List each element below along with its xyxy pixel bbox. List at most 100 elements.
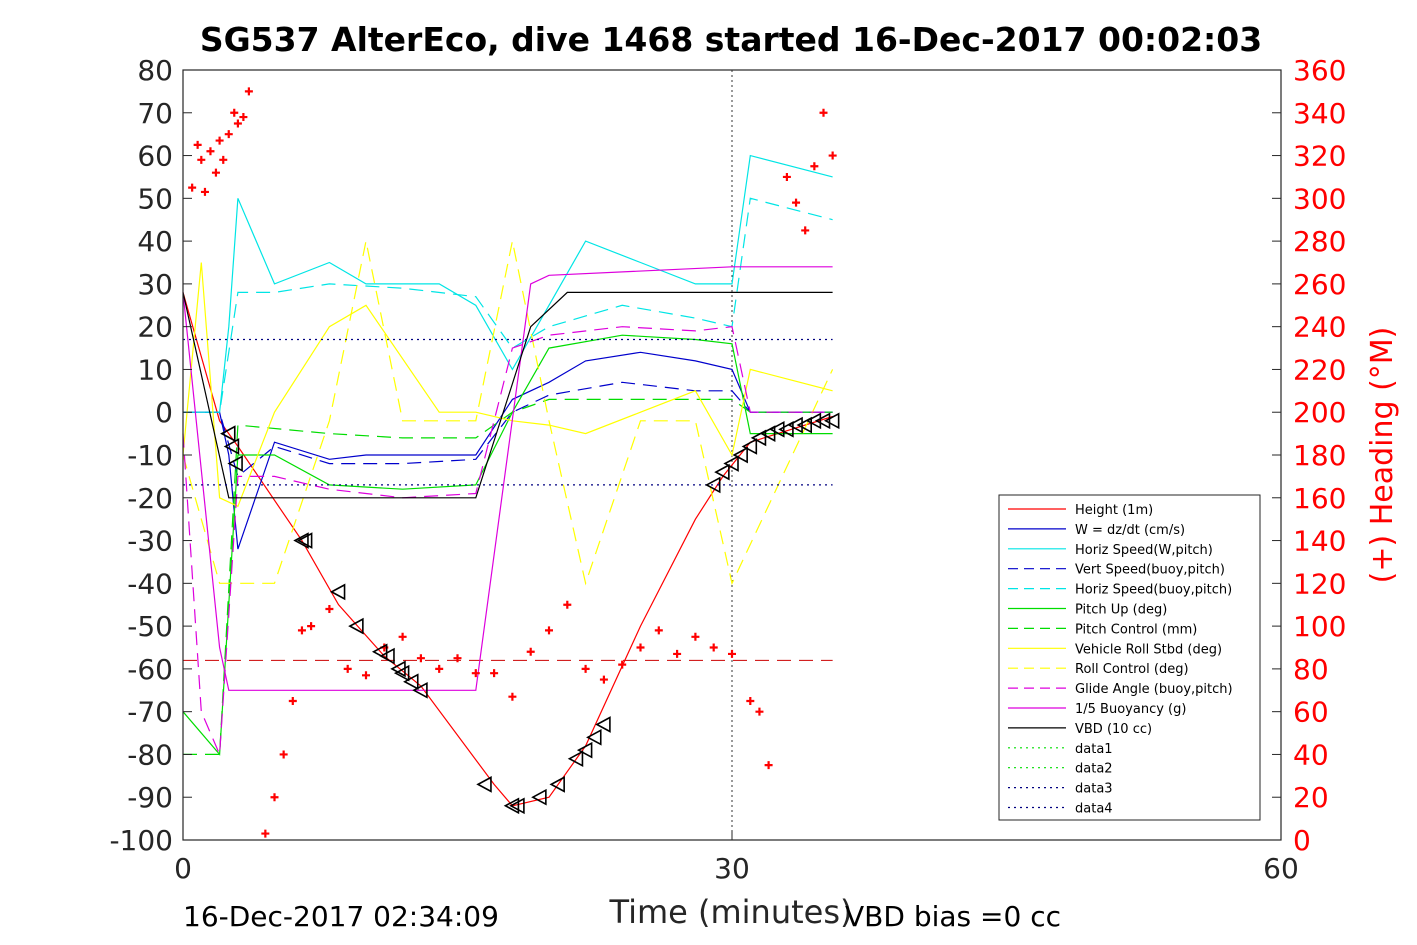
triangle-marker <box>403 673 419 691</box>
right-tick-label: 180 <box>1293 439 1346 472</box>
left-tick-label: 40 <box>137 225 173 258</box>
legend-label: 1/5 Buoyancy (g) <box>1075 702 1186 717</box>
triangle-marker <box>796 416 812 434</box>
legend-label: Roll Control (deg) <box>1075 662 1189 677</box>
heading-point <box>244 87 253 96</box>
triangle-marker <box>723 455 739 472</box>
legend-label: Horiz Speed(W,pitch) <box>1075 543 1213 558</box>
legend-label: Glide Angle (buoy,pitch) <box>1075 682 1233 697</box>
right-tick-label: 360 <box>1293 54 1346 87</box>
heading-point <box>728 649 736 658</box>
left-tick-label: -20 <box>127 482 173 515</box>
heading-point <box>746 696 755 705</box>
triangle-marker <box>714 463 730 481</box>
heading-point <box>828 151 837 160</box>
series-line-vbd-10-cc <box>182 291 833 499</box>
heading-point <box>673 649 682 658</box>
right-tick-label: 60 <box>1293 696 1329 729</box>
legend: Height (1m) W = dz/dt (cm/s) Horiz Speed(W… <box>998 494 1261 821</box>
left-tick-label: 70 <box>137 97 173 130</box>
triangle-marker <box>329 583 346 601</box>
heading-point <box>224 130 233 139</box>
right-tick-label: 140 <box>1293 525 1346 558</box>
triangle-marker <box>823 412 840 430</box>
right-tick-label: 20 <box>1293 781 1329 814</box>
bottom-axis: 0 30 60 <box>174 831 1299 885</box>
heading-point <box>206 147 215 156</box>
right-axis: 3603403203002802602402202001801601401201… <box>1272 54 1346 857</box>
right-tick-label: 240 <box>1293 311 1346 344</box>
triangle-marker <box>379 647 395 665</box>
left-tick-label: 20 <box>137 311 173 344</box>
right-tick-label: 40 <box>1293 738 1329 771</box>
left-tick-label: -70 <box>127 696 173 729</box>
heading-point <box>755 707 764 716</box>
triangle-marker <box>503 797 520 815</box>
heading-point <box>545 626 553 635</box>
legend-label: data4 <box>1075 802 1113 817</box>
triangle-marker <box>371 643 388 661</box>
left-tick-label: -90 <box>127 781 173 814</box>
right-tick-label: 220 <box>1293 353 1346 386</box>
chart-title: SG537 AlterEco, dive 1468 started 16-Dec… <box>200 20 1262 59</box>
left-tick-label: 80 <box>137 54 173 87</box>
legend-label: Height (1m) <box>1075 503 1153 518</box>
series-line-roll-control-deg <box>182 240 834 586</box>
left-tick-label: -30 <box>127 525 173 558</box>
triangle-marker <box>769 420 785 438</box>
triangle-marker <box>787 416 803 434</box>
legend-label: data1 <box>1075 742 1113 757</box>
heading-point <box>219 155 228 164</box>
triangle-marker <box>741 438 758 455</box>
heading-point <box>211 168 220 177</box>
legend-label: Vert Speed(buoy,pitch) <box>1075 563 1225 578</box>
heading-point <box>801 226 810 235</box>
left-axis: 80 70 60 50 40 30 20 10 0 -10 -20 -30 -40 -50 -60 -70 -8… <box>109 54 192 857</box>
right-tick-label: 280 <box>1293 225 1346 258</box>
heading-point <box>362 671 370 680</box>
heading-point <box>188 183 197 192</box>
bottom-tick-label: 30 <box>714 852 750 885</box>
triangle-marker <box>348 617 364 635</box>
triangle-marker <box>220 425 236 442</box>
series-line-glide-angle-buoy-pitch <box>182 326 833 755</box>
triangle-marker <box>393 664 410 682</box>
heading-point <box>782 172 791 181</box>
left-tick-label: 0 <box>155 396 173 429</box>
left-tick-label: -40 <box>127 567 173 600</box>
heading-point <box>599 675 608 684</box>
heading-point <box>233 119 242 128</box>
legend-label: data3 <box>1075 782 1113 797</box>
heading-point <box>453 654 462 663</box>
heading-point <box>197 155 206 164</box>
triangle-marker <box>476 776 492 793</box>
triangle-marker <box>567 750 584 768</box>
right-tick-label: 200 <box>1293 396 1346 429</box>
right-tick-label: 80 <box>1293 653 1329 686</box>
left-tick-label: 10 <box>137 353 173 386</box>
left-tick-label: 50 <box>137 182 173 215</box>
triangle-marker <box>750 429 767 447</box>
right-tick-label: 120 <box>1293 567 1346 600</box>
heading-point <box>654 626 663 635</box>
series-line-vehicle-roll-stbd-deg <box>182 262 833 508</box>
heading-point <box>261 829 270 838</box>
heading-point <box>471 669 480 678</box>
triangle-marker <box>586 728 602 746</box>
left-tick-label: -50 <box>127 610 173 643</box>
right-tick-label: 0 <box>1293 824 1311 857</box>
triangle-marker <box>814 412 831 430</box>
left-tick-label: -80 <box>127 738 173 771</box>
heading-point <box>636 643 645 652</box>
heading-point <box>709 643 718 652</box>
heading-point <box>343 664 352 673</box>
triangle-marker <box>509 797 525 815</box>
triangle-marker <box>759 425 776 442</box>
triangle-marker <box>549 776 565 793</box>
right-tick-label: 340 <box>1293 97 1346 130</box>
right-tick-label: 100 <box>1293 610 1346 643</box>
triangle-marker <box>223 438 240 455</box>
heading-point <box>618 660 627 669</box>
heading-point <box>563 600 572 609</box>
